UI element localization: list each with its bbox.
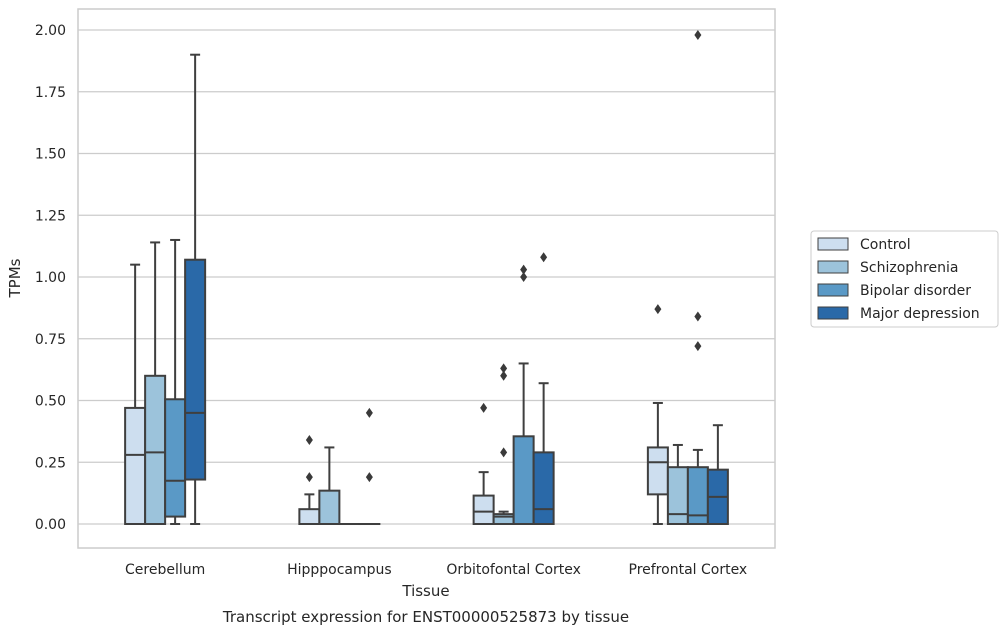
legend-label: Schizophrenia (860, 260, 958, 276)
outlier-point (500, 363, 507, 373)
outlier-point (480, 403, 487, 413)
y-tick-label: 1.50 (35, 147, 66, 163)
y-tick-label: 0.50 (35, 394, 66, 410)
legend: Control Schizophrenia Bipolar disorder Majo… (811, 231, 998, 327)
box-0-2 (165, 240, 185, 524)
y-tick-label: 1.00 (35, 270, 66, 286)
outlier-point (366, 472, 373, 482)
x-tick-label: Cerebellum (125, 562, 205, 578)
outlier-point (520, 265, 527, 275)
outlier-point (654, 304, 661, 314)
x-tick-label: Prefrontal Cortex (629, 562, 748, 578)
legend-swatch (818, 284, 848, 296)
box-1-0 (299, 435, 319, 524)
box-0-3 (185, 55, 205, 524)
legend-label: Bipolar disorder (860, 283, 971, 299)
outlier-point (306, 435, 313, 445)
box-iqr (534, 452, 554, 524)
y-axis-label: TPMs (6, 258, 24, 298)
box-iqr (668, 467, 688, 524)
outlier-point (366, 408, 373, 418)
y-tick-label: 0.25 (35, 455, 66, 471)
figure-caption: Transcript expression for ENST0000052587… (222, 608, 629, 626)
legend-swatch (818, 307, 848, 319)
box-2-0 (474, 403, 494, 524)
box-3-1 (668, 445, 688, 524)
outlier-point (500, 447, 507, 457)
box-3-3 (708, 425, 728, 524)
outlier-point (694, 30, 701, 40)
y-tick-label: 1.75 (35, 85, 66, 101)
box-iqr (145, 376, 165, 524)
box-2-2 (514, 265, 534, 524)
box-iqr (319, 491, 339, 524)
outlier-point (306, 472, 313, 482)
x-axis-label: Tissue (401, 582, 449, 600)
box-iqr (514, 436, 534, 524)
box-iqr (165, 399, 185, 516)
outlier-point (694, 312, 701, 322)
box-1-1 (319, 447, 339, 524)
y-tick-label: 0.00 (35, 517, 66, 533)
box-2-3 (534, 252, 554, 524)
box-iqr (185, 260, 205, 480)
legend-swatch (818, 261, 848, 273)
box-0-0 (125, 265, 145, 524)
legend-swatch (818, 238, 848, 250)
box-2-1 (494, 363, 514, 524)
y-tick-label: 2.00 (35, 23, 66, 39)
outlier-point (540, 252, 547, 262)
box-1-3 (359, 408, 379, 524)
legend-label: Major depression (860, 306, 980, 322)
box-iqr (125, 408, 145, 524)
box-iqr (474, 496, 494, 524)
x-tick-label: Hipppocampus (287, 562, 392, 578)
outlier-point (694, 341, 701, 351)
y-tick-label: 1.25 (35, 208, 66, 224)
box-iqr (299, 509, 319, 524)
legend-label: Control (860, 237, 911, 253)
y-tick-label: 0.75 (35, 332, 66, 348)
box-0-1 (145, 242, 165, 524)
x-tick-label: Orbitofontal Cortex (446, 562, 581, 578)
box-iqr (648, 447, 668, 494)
box-3-0 (648, 304, 668, 524)
